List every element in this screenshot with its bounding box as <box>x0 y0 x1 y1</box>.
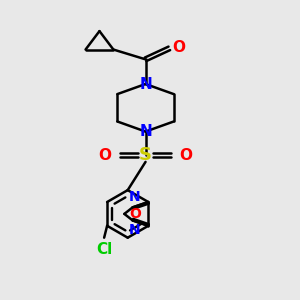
Text: N: N <box>139 124 152 139</box>
Text: O: O <box>180 148 193 163</box>
Text: N: N <box>139 76 152 92</box>
Text: S: S <box>139 146 152 164</box>
Text: N: N <box>128 190 140 204</box>
Text: O: O <box>130 207 142 221</box>
Text: Cl: Cl <box>96 242 112 257</box>
Text: O: O <box>172 40 185 55</box>
Text: O: O <box>98 148 111 163</box>
Text: N: N <box>128 224 140 237</box>
